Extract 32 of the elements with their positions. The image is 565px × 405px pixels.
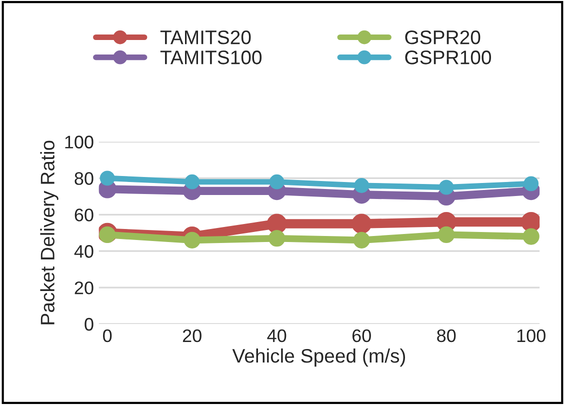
y-tick-label: 0 [84,318,94,331]
legend-label: TAMITS20 [160,30,251,44]
point [524,176,539,192]
y-tick-label: 20 [74,281,94,294]
x-tick-label: 40 [267,329,286,342]
y-tick-label: 80 [74,172,94,185]
y-axis-title: Packet Delivery Ratio [40,140,58,324]
point [354,178,370,193]
legend-label: GSPR20 [405,30,480,44]
point [184,174,200,190]
legend-label: GSPR100 [405,50,492,64]
y-tick-label: 40 [74,245,94,258]
point [268,230,286,247]
y-tick-label: 100 [65,136,94,148]
x-tick-label: 20 [182,329,202,342]
x-tick-label: 60 [352,329,371,342]
point [438,226,455,243]
point [352,214,372,234]
x-tick-label: 100 [517,329,546,342]
point [522,228,540,245]
x-axis-title: Vehicle Speed (m/s) [232,348,406,367]
y-tick-label: 60 [74,208,94,222]
point [266,214,287,234]
x-tick-label: 0 [103,329,112,342]
point [521,212,540,232]
point [353,232,370,248]
point [438,180,454,195]
point [184,232,200,248]
point [269,174,284,190]
x-tick-label: 80 [437,329,456,342]
legend-label: TAMITS100 [160,50,262,64]
point [100,170,115,186]
